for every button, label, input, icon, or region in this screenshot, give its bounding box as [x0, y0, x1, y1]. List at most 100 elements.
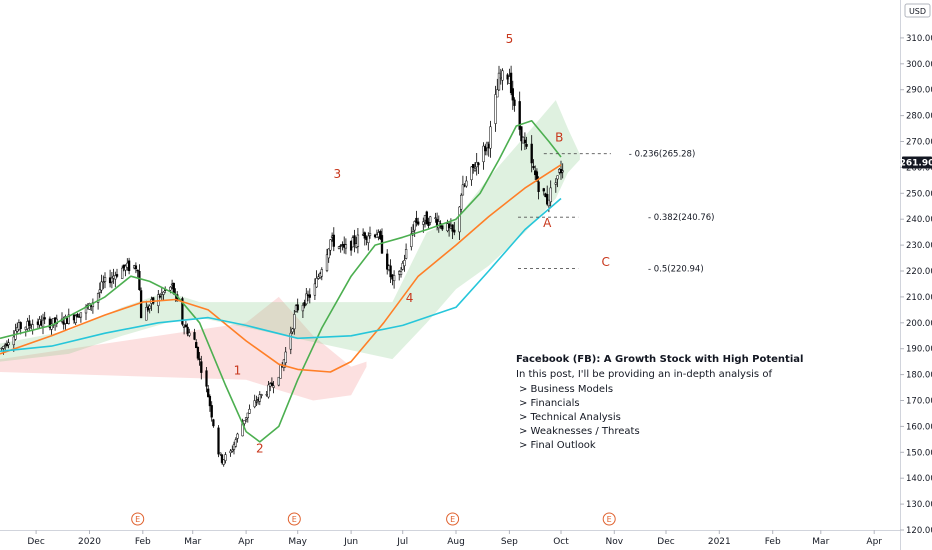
candle[interactable]	[460, 193, 463, 213]
candle[interactable]	[494, 85, 497, 132]
candle[interactable]	[363, 231, 366, 246]
candle[interactable]	[337, 246, 341, 250]
candle[interactable]	[284, 347, 287, 368]
candle[interactable]	[232, 441, 236, 455]
candle[interactable]	[115, 268, 119, 278]
candle[interactable]	[222, 459, 225, 467]
candle[interactable]	[248, 404, 251, 414]
candle[interactable]	[496, 78, 499, 98]
candle[interactable]	[482, 142, 485, 170]
candle[interactable]	[198, 352, 201, 366]
earnings-marker[interactable]: E	[446, 512, 460, 526]
candle[interactable]	[19, 321, 22, 335]
candle[interactable]	[554, 178, 557, 193]
candle[interactable]	[549, 180, 552, 208]
candle[interactable]	[465, 176, 468, 188]
annotation-note[interactable]: Facebook (FB): A Growth Stock with High …	[516, 354, 803, 451]
candle[interactable]	[392, 270, 396, 289]
candle[interactable]	[513, 97, 516, 112]
candle[interactable]	[511, 80, 514, 110]
candle[interactable]	[453, 222, 456, 236]
candle[interactable]	[509, 65, 513, 96]
candle[interactable]	[315, 270, 318, 288]
earnings-marker[interactable]: E	[287, 512, 301, 526]
candle[interactable]	[224, 452, 227, 464]
candle[interactable]	[188, 328, 191, 338]
candle[interactable]	[220, 454, 224, 465]
candle[interactable]	[313, 278, 317, 300]
currency-badge[interactable]: USD	[904, 3, 931, 18]
time-axis[interactable]: Dec 2020 Feb Mar Apr May Jun Jul Aug Sep Oct Nov Dec…	[27, 530, 882, 547]
fib-level[interactable]: - 0.382(240.76)	[518, 213, 714, 223]
candle[interactable]	[301, 302, 305, 318]
candle[interactable]	[50, 318, 53, 335]
candle[interactable]	[303, 299, 306, 309]
candle[interactable]	[136, 269, 139, 278]
candle[interactable]	[497, 65, 501, 91]
candle[interactable]	[229, 449, 232, 457]
earnings-marker[interactable]: E	[131, 512, 145, 526]
candle[interactable]	[255, 395, 258, 406]
candle[interactable]	[289, 326, 292, 355]
candle[interactable]	[231, 445, 234, 453]
candle[interactable]	[270, 377, 274, 387]
candle[interactable]	[403, 254, 406, 272]
candle[interactable]	[208, 394, 212, 412]
candle[interactable]	[296, 298, 299, 313]
candle[interactable]	[158, 293, 162, 299]
candle[interactable]	[277, 376, 280, 387]
candle[interactable]	[530, 135, 533, 173]
fibonacci-levels[interactable]: - 0.236(265.28) - 0.382(240.76) - 0.5(220.…	[518, 150, 714, 275]
candle[interactable]	[193, 328, 196, 341]
candle[interactable]	[291, 327, 294, 335]
candle[interactable]	[542, 187, 545, 196]
candle[interactable]	[556, 175, 559, 188]
candle[interactable]	[389, 259, 392, 283]
candle[interactable]	[523, 132, 527, 150]
candle[interactable]	[219, 452, 222, 456]
earnings-marker[interactable]: E	[602, 512, 616, 526]
candle[interactable]	[212, 418, 215, 428]
candle[interactable]	[473, 162, 477, 172]
candle[interactable]	[327, 248, 330, 263]
candle[interactable]	[253, 394, 256, 409]
candle[interactable]	[386, 249, 389, 275]
candle[interactable]	[489, 120, 492, 158]
candle[interactable]	[76, 312, 79, 318]
candle[interactable]	[417, 217, 420, 226]
candle[interactable]	[102, 275, 105, 290]
candle[interactable]	[521, 136, 525, 144]
candle[interactable]	[48, 316, 52, 331]
candle[interactable]	[472, 164, 475, 174]
candle[interactable]	[415, 210, 418, 227]
candle[interactable]	[379, 229, 382, 241]
candle[interactable]	[127, 257, 131, 275]
candle[interactable]	[404, 243, 408, 260]
candle[interactable]	[367, 232, 370, 251]
fib-level[interactable]: - 0.236(265.28)	[543, 150, 695, 160]
candle[interactable]	[546, 185, 549, 206]
candle[interactable]	[356, 228, 360, 254]
candle[interactable]	[484, 144, 487, 156]
candle[interactable]	[207, 385, 210, 398]
candle[interactable]	[103, 272, 107, 289]
candle[interactable]	[344, 238, 348, 255]
candle[interactable]	[134, 262, 138, 274]
candle[interactable]	[205, 367, 208, 393]
candle[interactable]	[329, 239, 332, 256]
candle[interactable]	[110, 272, 114, 289]
candle[interactable]	[461, 175, 465, 196]
candle[interactable]	[145, 300, 148, 321]
candle[interactable]	[425, 210, 428, 225]
candle[interactable]	[246, 412, 249, 423]
candle[interactable]	[401, 260, 404, 271]
candle[interactable]	[308, 288, 311, 304]
candle[interactable]	[429, 215, 432, 226]
candle[interactable]	[520, 126, 523, 151]
candle[interactable]	[532, 159, 535, 170]
candle[interactable]	[293, 310, 296, 335]
candle[interactable]	[196, 346, 200, 361]
candle[interactable]	[43, 311, 46, 324]
candle[interactable]	[260, 393, 263, 399]
